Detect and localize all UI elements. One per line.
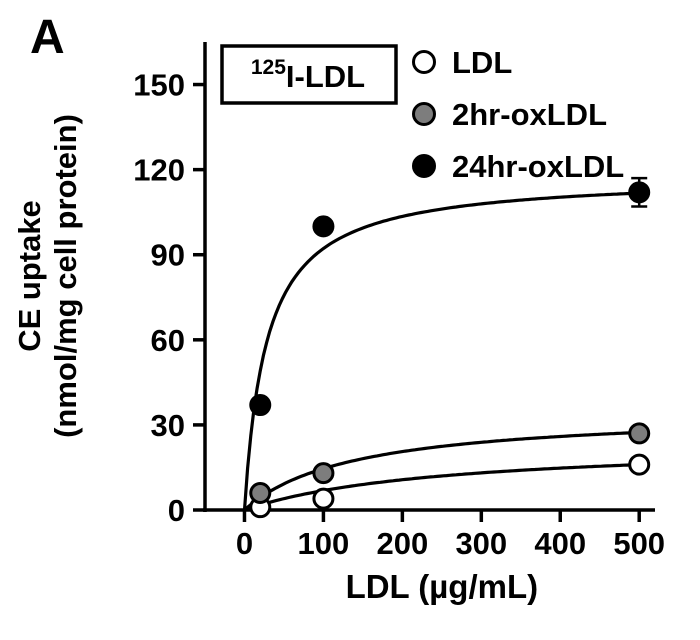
y-tick-label: 60 bbox=[151, 323, 185, 358]
y-tick-label: 30 bbox=[151, 408, 185, 443]
legend-label-24hr-oxLDL: 24hr-oxLDL bbox=[452, 149, 624, 184]
legend-label-2hr-oxLDL: 2hr-oxLDL bbox=[452, 97, 607, 132]
isotope-label-box bbox=[220, 44, 398, 105]
y-axis-label-line2: (nmol/mg cell protein) bbox=[48, 114, 83, 438]
legend-marker-2hr-oxLDL bbox=[412, 102, 436, 126]
x-tick-label: 0 bbox=[236, 526, 253, 561]
x-tick-label: 400 bbox=[534, 526, 586, 561]
y-tick-label: 120 bbox=[133, 153, 185, 188]
legend-marker-LDL bbox=[412, 50, 436, 74]
x-tick-label: 200 bbox=[377, 526, 429, 561]
legend-marker-24hr-oxLDL bbox=[412, 154, 436, 178]
y-tick-label: 150 bbox=[133, 68, 185, 103]
series-curve-24hr-oxLDL bbox=[242, 191, 649, 511]
y-axis-label-line1: CE uptake bbox=[12, 200, 47, 352]
series-curve-LDL bbox=[243, 462, 649, 512]
data-point-LDL bbox=[628, 453, 651, 476]
isotope-label: 125I-LDL bbox=[251, 56, 365, 94]
x-tick-label: 100 bbox=[298, 526, 350, 561]
data-point-2hr-oxLDL bbox=[249, 481, 272, 504]
y-tick-label: 90 bbox=[151, 238, 185, 273]
data-point-2hr-oxLDL bbox=[628, 422, 651, 445]
data-point-24hr-oxLDL bbox=[312, 215, 335, 238]
panel-label: A bbox=[30, 11, 65, 64]
series-curve-2hr-oxLDL bbox=[243, 430, 649, 512]
data-point-24hr-oxLDL bbox=[628, 181, 651, 204]
y-tick-label: 0 bbox=[168, 493, 185, 528]
x-tick-label: 500 bbox=[613, 526, 665, 561]
legend-label-LDL: LDL bbox=[452, 45, 512, 80]
data-point-2hr-oxLDL bbox=[312, 462, 335, 485]
data-point-LDL bbox=[312, 487, 335, 510]
data-point-24hr-oxLDL bbox=[249, 394, 272, 417]
x-axis-label: LDL (µg/mL) bbox=[346, 568, 539, 605]
x-tick-label: 300 bbox=[455, 526, 507, 561]
